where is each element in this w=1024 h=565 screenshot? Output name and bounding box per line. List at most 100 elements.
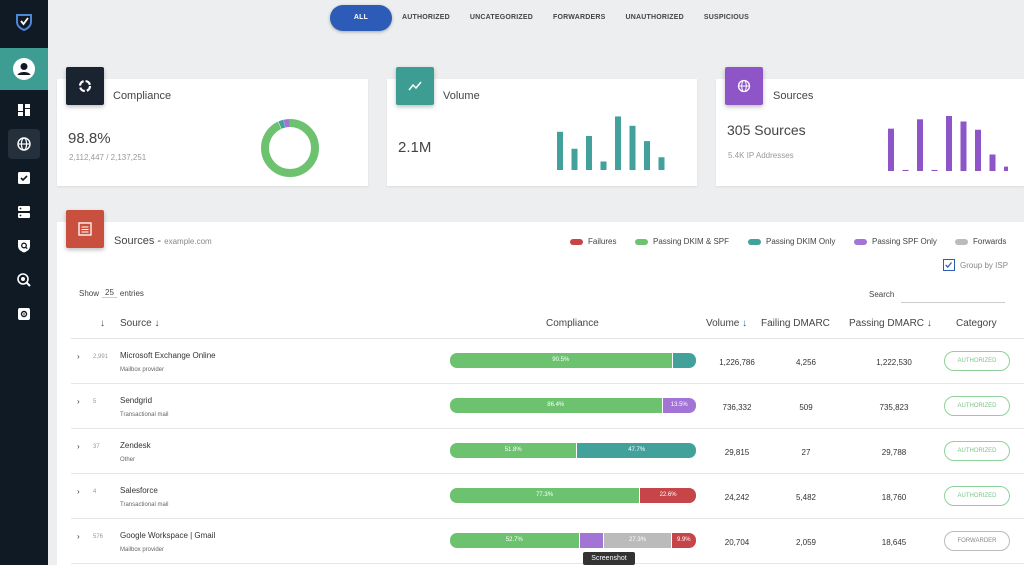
- table-row[interactable]: › 2,991 Microsoft Exchange Online Mailbox p…: [71, 339, 1024, 384]
- globe-icon[interactable]: [14, 134, 34, 154]
- compliance-bar[interactable]: 90.5%: [450, 353, 696, 368]
- failing-dmarc-cell: 2,059: [795, 538, 817, 547]
- volume-cell: 29,815: [724, 448, 750, 457]
- source-type: Transactional mail: [120, 502, 169, 508]
- user-account-item[interactable]: [0, 48, 48, 90]
- sources-badge: [725, 67, 763, 105]
- legend-forwards-label: Forwards: [973, 237, 1007, 246]
- show-label: Show: [79, 288, 100, 298]
- legend-forwards[interactable]: Forwards: [955, 237, 1006, 246]
- legend-passing-dkim-only-swatch: [748, 238, 761, 245]
- ip-count: 5: [93, 399, 97, 405]
- legend-failures[interactable]: Failures: [570, 237, 616, 246]
- volume-bar-0: [557, 131, 563, 170]
- search-input[interactable]: [901, 302, 1005, 303]
- column-header-compliance[interactable]: Compliance: [546, 318, 599, 329]
- category-badge[interactable]: AUTHORIZED: [944, 486, 1010, 506]
- table-row[interactable]: › 4 Salesforce Transactional mail 77.3% 22.6%…: [71, 474, 1024, 519]
- volume-badge: [396, 67, 434, 105]
- checklist-icon[interactable]: [14, 168, 34, 188]
- compliance-bar[interactable]: 77.3% 22.6%: [450, 488, 696, 503]
- settings-icon[interactable]: [14, 304, 34, 324]
- filter-forwarders-button[interactable]: FORWARDERS: [553, 14, 606, 21]
- compliance-bar[interactable]: 51.8% 47.7%: [450, 443, 696, 458]
- ip-count: 37: [93, 444, 100, 450]
- shield-logo-icon[interactable]: [12, 10, 36, 34]
- table-row[interactable]: › 576 Google Workspace | Gmail Mailbox prov…: [71, 519, 1024, 564]
- compliance-donut-chart: [261, 119, 319, 177]
- source-type: Mailbox provider: [120, 547, 165, 553]
- filter-all-button[interactable]: ALL: [330, 5, 392, 31]
- legend-passing-spf-only-label: Passing SPF Only: [872, 237, 937, 246]
- legend-passing-dkim-spf-swatch: [635, 238, 648, 245]
- source-name[interactable]: Sendgrid: [120, 396, 153, 405]
- sources-bar-1: [902, 169, 909, 171]
- legend-failures-label: Failures: [588, 237, 617, 246]
- column-header-passing-dmarc[interactable]: Passing DMARC ↓: [849, 318, 932, 329]
- shield-search-icon[interactable]: [14, 236, 34, 256]
- entries-label: entries: [119, 288, 144, 298]
- table-row[interactable]: › 37 Zendesk Other 51.8% 47.7% 29,815 27 29,788 A…: [71, 429, 1024, 474]
- source-name[interactable]: Salesforce: [120, 486, 158, 495]
- source-name[interactable]: Zendesk: [120, 441, 151, 450]
- expand-row-icon[interactable]: ›: [77, 397, 80, 406]
- sources-table-title: Sources - example.com: [114, 235, 212, 247]
- column-header-volume[interactable]: Volume ↓: [706, 318, 747, 329]
- sources-table-badge: [66, 210, 104, 248]
- sort-toggle-icon[interactable]: ↓: [100, 318, 105, 329]
- sources-bar-2: [917, 119, 923, 171]
- legend-passing-dkim-only[interactable]: Passing DKIM Only: [748, 237, 835, 246]
- volume-cell: 736,332: [722, 403, 752, 412]
- sources-card[interactable]: Sources 305 Sources 5.4K IP Addresses: [716, 67, 1024, 186]
- filter-unauthorized-button[interactable]: UNAUTHORIZED: [625, 14, 684, 21]
- column-header-source-label: Source: [120, 318, 152, 329]
- sources-bar-5: [960, 121, 967, 171]
- dashboard-icon[interactable]: [14, 100, 34, 120]
- compliance-card[interactable]: Compliance 98.8% 2,112,447 / 2,137,251: [57, 67, 368, 186]
- sort-desc-icon: ↓: [742, 318, 748, 329]
- legend-passing-spf-only-swatch: [854, 238, 867, 245]
- sources-bar-0: [888, 128, 894, 171]
- failing-dmarc-cell: 509: [799, 403, 813, 412]
- column-header-source[interactable]: Source ↓: [120, 318, 160, 329]
- legend-passing-dkim-spf[interactable]: Passing DKIM & SPF: [635, 237, 729, 246]
- server-icon[interactable]: [14, 202, 34, 222]
- group-by-isp-checkbox[interactable]: Group by ISP: [943, 259, 1008, 271]
- failing-dmarc-cell: 4,256: [795, 358, 817, 367]
- compliance-ratio: 2,112,447 / 2,137,251: [69, 153, 147, 162]
- source-name[interactable]: Google Workspace | Gmail: [120, 531, 216, 540]
- column-header-volume-label: Volume: [706, 318, 740, 329]
- search-globe-icon[interactable]: [14, 270, 34, 290]
- filter-suspicious-button[interactable]: SUSPICIOUS: [703, 14, 750, 21]
- category-badge[interactable]: FORWARDER: [944, 531, 1010, 551]
- filter-uncategorized-button[interactable]: UNCATEGORIZED: [469, 14, 534, 21]
- compliance-segment: 47.7%: [577, 443, 696, 458]
- passing-dmarc-cell: 29,788: [881, 448, 907, 457]
- category-badge[interactable]: AUTHORIZED: [944, 396, 1010, 416]
- compliance-segment: 22.6%: [640, 488, 696, 503]
- compliance-segment: 52.7%: [450, 533, 580, 548]
- sources-ip-count: 5.4K IP Addresses: [728, 151, 794, 160]
- volume-card[interactable]: Volume 2.1M: [387, 67, 697, 186]
- expand-row-icon[interactable]: ›: [77, 487, 80, 496]
- expand-row-icon[interactable]: ›: [77, 352, 80, 361]
- passing-dmarc-cell: 735,823: [879, 403, 909, 412]
- ip-count: 576: [93, 534, 104, 540]
- legend-passing-spf-only[interactable]: Passing SPF Only: [854, 237, 937, 246]
- source-name[interactable]: Microsoft Exchange Online: [120, 351, 216, 360]
- expand-row-icon[interactable]: ›: [77, 532, 80, 541]
- compliance-bar[interactable]: 86.4% 13.5%: [450, 398, 696, 413]
- compliance-segment: 77.3%: [450, 488, 641, 503]
- category-badge[interactable]: AUTHORIZED: [944, 351, 1010, 371]
- entries-select[interactable]: 25: [102, 288, 117, 298]
- volume-bar-7: [658, 157, 665, 170]
- compliance-segment: 51.8%: [450, 443, 578, 458]
- expand-row-icon[interactable]: ›: [77, 442, 80, 451]
- compliance-bar[interactable]: 52.7% 27.3% 9.9%: [450, 533, 696, 548]
- filter-authorized-button[interactable]: AUTHORIZED: [402, 14, 450, 21]
- column-header-category[interactable]: Category: [956, 318, 997, 329]
- table-row[interactable]: › 5 Sendgrid Transactional mail 86.4% 13.5% 73…: [71, 384, 1024, 429]
- category-badge[interactable]: AUTHORIZED: [944, 441, 1010, 461]
- volume-value: 2.1M: [398, 139, 432, 156]
- column-header-failing-dmarc[interactable]: Failing DMARC: [761, 318, 830, 329]
